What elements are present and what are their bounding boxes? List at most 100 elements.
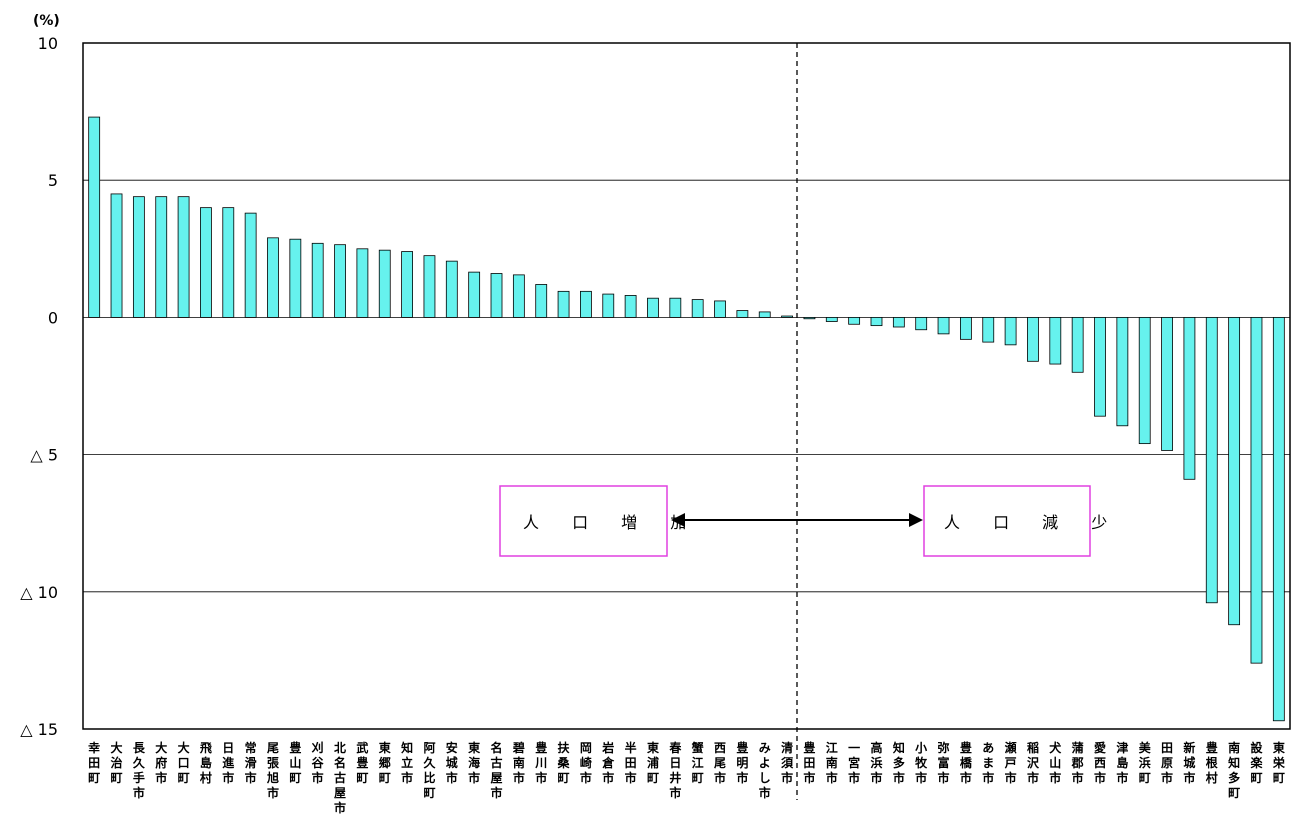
y-tick-label: 10 — [38, 34, 58, 53]
category-label: 清須市 — [780, 740, 794, 785]
category-label: 長久手市 — [133, 740, 146, 800]
bar — [1027, 316, 1039, 362]
bar — [982, 316, 995, 343]
increase-box — [499, 485, 668, 557]
bar — [892, 316, 905, 328]
increase-label: 人 口 増 加 — [523, 513, 700, 532]
category-label: 春日井市 — [668, 740, 682, 800]
y-unit-label: (%) — [33, 13, 60, 29]
category-label: 蟹江町 — [691, 740, 704, 785]
bar — [132, 196, 145, 318]
bar — [88, 116, 101, 318]
bar — [535, 284, 548, 318]
category-label: 刈谷市 — [312, 740, 325, 785]
bar — [580, 290, 592, 318]
bar — [647, 297, 659, 318]
y-axis-ticks: 10 5 0 △ 5 △ 10 △ 15 — [20, 34, 58, 739]
category-label: 瀬戸市 — [1004, 740, 1017, 785]
category-label: 豊山町 — [289, 740, 301, 785]
category-label: 大府市 — [155, 740, 167, 785]
category-label: 東郷町 — [379, 740, 391, 785]
bar — [758, 311, 771, 318]
category-label: 幸田町 — [88, 740, 100, 785]
plot-frame — [82, 42, 1291, 730]
bar — [1205, 316, 1218, 604]
bar — [1228, 316, 1241, 626]
bar — [445, 260, 458, 318]
bar — [937, 316, 950, 335]
bar — [200, 207, 212, 318]
category-label: 犬山市 — [1049, 740, 1062, 785]
bar — [512, 274, 525, 318]
category-label: 蒲郡市 — [1071, 740, 1084, 785]
bar — [1116, 316, 1129, 427]
category-label: みよし市 — [759, 741, 771, 800]
bar — [311, 242, 324, 318]
bar — [691, 299, 704, 318]
decrease-label: 人 口 減 少 — [944, 513, 1121, 532]
bar — [1183, 316, 1196, 480]
category-label: 豊川市 — [534, 740, 547, 785]
bar — [781, 315, 793, 318]
bar — [423, 255, 436, 318]
category-label: 一宮市 — [848, 741, 860, 785]
category-label: 日進市 — [222, 741, 235, 785]
category-label: 岩倉市 — [601, 740, 615, 785]
bar — [602, 293, 615, 318]
bar — [825, 316, 838, 322]
category-label: 北名古屋市 — [334, 740, 346, 815]
category-label: 愛西市 — [1094, 740, 1106, 785]
bar — [267, 237, 279, 318]
category-labels: 幸田町大治町長久手市大府市大口町飛島村日進市常滑市尾張旭市豊山町刈谷市北名古屋市… — [88, 740, 1286, 815]
bar — [1161, 316, 1173, 451]
bar — [1250, 316, 1263, 664]
y-tick-label: 5 — [48, 171, 58, 190]
category-label: 碧南市 — [512, 740, 525, 785]
bar — [915, 316, 928, 331]
category-label: 豊橋市 — [960, 740, 973, 785]
category-label: 稲沢市 — [1027, 740, 1040, 785]
category-label: 岡崎市 — [580, 741, 592, 785]
bar — [959, 316, 972, 340]
bar — [1049, 316, 1062, 365]
category-label: 常滑市 — [245, 740, 257, 785]
bar — [468, 271, 481, 318]
bar — [110, 193, 123, 318]
category-label: 大治町 — [111, 740, 123, 785]
gridlines — [83, 179, 1290, 593]
bar — [669, 297, 682, 318]
bar — [848, 316, 861, 325]
y-tick-label: 0 — [48, 308, 58, 327]
double-arrow — [671, 513, 923, 527]
bar — [1071, 316, 1084, 373]
category-label: 田原市 — [1161, 741, 1173, 785]
y-tick-label: △ 15 — [20, 720, 58, 739]
bar — [736, 310, 749, 318]
category-label: 津島市 — [1116, 740, 1128, 785]
bar — [1138, 316, 1151, 445]
bar — [244, 212, 257, 318]
bar — [401, 251, 414, 318]
category-label: あま市 — [982, 741, 994, 785]
category-label: 南知多町 — [1227, 740, 1240, 800]
category-label: 東浦町 — [647, 740, 659, 785]
category-label: 豊田市 — [803, 740, 815, 785]
category-label: 新城市 — [1183, 740, 1195, 785]
category-label: 大口町 — [178, 740, 190, 785]
decrease-box — [923, 485, 1091, 557]
category-label: 知立市 — [400, 740, 413, 785]
bar — [289, 238, 302, 318]
bar — [334, 244, 346, 318]
y-tick-label: △ 5 — [30, 446, 58, 465]
category-label: 阿久比町 — [423, 741, 436, 800]
bars — [88, 116, 1285, 722]
category-label: 豊明市 — [736, 740, 748, 785]
bar — [870, 316, 883, 327]
bar — [803, 316, 816, 320]
bar — [1272, 316, 1285, 722]
category-label: 半田市 — [625, 740, 637, 785]
bar — [155, 196, 168, 318]
category-label: 東海市 — [468, 740, 480, 785]
category-label: 知多市 — [892, 740, 905, 785]
